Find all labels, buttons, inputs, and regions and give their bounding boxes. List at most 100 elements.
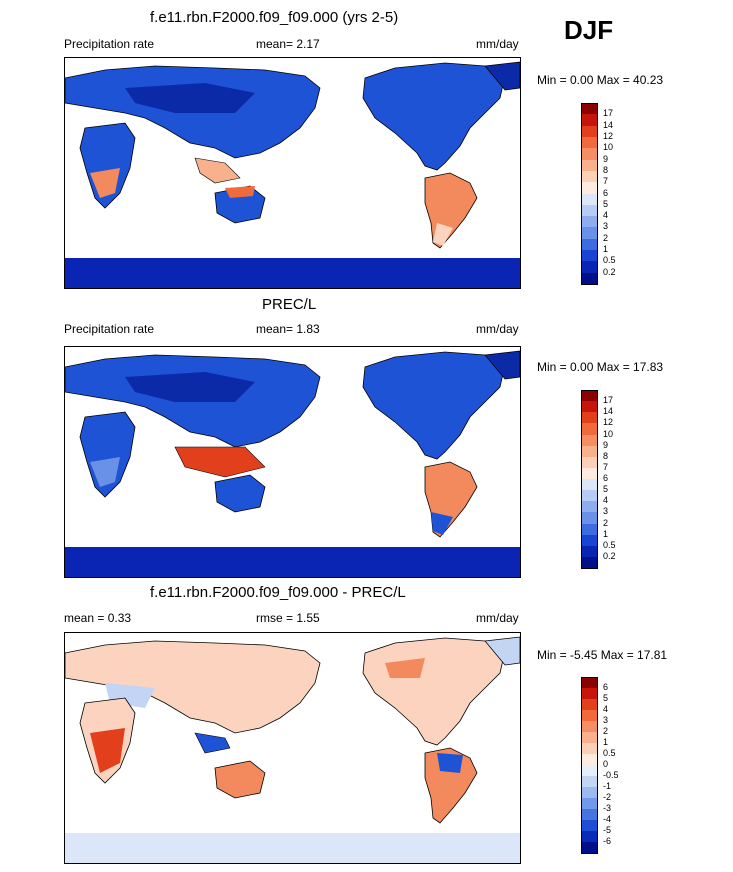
colorbar-swatch bbox=[581, 776, 598, 788]
colorbar-tick-label: 1 bbox=[603, 244, 609, 255]
colorbar-swatch bbox=[581, 721, 598, 733]
colorbar-swatch bbox=[581, 445, 598, 458]
map-region-north-america bbox=[362, 351, 506, 460]
colorbar-swatch bbox=[581, 182, 598, 194]
panel-1-left-label: Precipitation rate bbox=[64, 37, 155, 51]
colorbar-tick-label: 12 bbox=[603, 417, 614, 428]
colorbar-tick-label: 8 bbox=[603, 450, 609, 461]
panel-1-units: mm/day bbox=[476, 37, 519, 51]
colorbar-swatch bbox=[581, 820, 598, 832]
colorbar-swatch bbox=[581, 125, 598, 138]
colorbar-swatch bbox=[581, 798, 598, 810]
colorbar-tick-label: 9 bbox=[603, 439, 609, 450]
colorbar-tick-label: 8 bbox=[603, 164, 609, 175]
map-region-north-america bbox=[362, 62, 506, 171]
colorbar-swatch bbox=[581, 136, 598, 149]
colorbar-swatch bbox=[581, 710, 598, 722]
map-region-africa bbox=[79, 411, 136, 498]
colorbar-swatch bbox=[581, 114, 598, 127]
panel-2-title: PREC/L bbox=[262, 296, 317, 313]
panel-1-title: f.e11.rbn.F2000.f09_f09.000 (yrs 2-5) bbox=[150, 9, 399, 26]
colorbar-swatch bbox=[581, 170, 598, 183]
colorbar-swatch bbox=[581, 699, 598, 711]
panel-2-map bbox=[64, 346, 521, 578]
colorbar-swatch bbox=[581, 467, 598, 480]
colorbar-swatch bbox=[581, 261, 598, 274]
colorbar-tick-label: 2 bbox=[603, 726, 609, 736]
map-region-north-america bbox=[362, 637, 506, 746]
colorbar-swatch bbox=[581, 765, 598, 777]
colorbar-swatch bbox=[581, 103, 598, 115]
colorbar-swatch bbox=[581, 148, 598, 161]
colorbar-tick-label: 0.5 bbox=[603, 748, 616, 758]
colorbar-swatch bbox=[581, 490, 598, 502]
colorbar-swatch bbox=[581, 809, 598, 821]
colorbar-tick-label: -6 bbox=[603, 836, 612, 846]
map-region-greenland bbox=[484, 61, 520, 91]
colorbar-tick-label: -5 bbox=[603, 825, 612, 835]
colorbar-tick-label: 9 bbox=[603, 153, 609, 164]
colorbar-swatch bbox=[581, 512, 598, 524]
panel-2-left-label: Precipitation rate bbox=[64, 322, 155, 336]
colorbar-tick-label: 4 bbox=[603, 210, 609, 221]
colorbar-swatch bbox=[581, 688, 598, 700]
map-region-south-america bbox=[424, 172, 478, 249]
map-region-antarctica bbox=[65, 547, 520, 577]
panel-3-rmse: rmse = 1.55 bbox=[256, 611, 320, 625]
map-region-australia bbox=[214, 760, 266, 799]
colorbar-tick-label: -4 bbox=[603, 814, 612, 824]
colorbar-tick-label: 0.5 bbox=[603, 255, 616, 266]
colorbar-tick-label: 6 bbox=[603, 187, 609, 198]
colorbar-swatch bbox=[581, 456, 598, 469]
colorbar-tick-label: -3 bbox=[603, 803, 612, 813]
colorbar-tick-label: -1 bbox=[603, 781, 612, 791]
colorbar-swatch bbox=[581, 831, 598, 843]
colorbar-swatch bbox=[581, 423, 598, 435]
panel-1-mean: mean= 2.17 bbox=[256, 37, 320, 51]
colorbar-swatch bbox=[581, 501, 598, 513]
map-region-antarctica bbox=[65, 258, 520, 288]
colorbar-tick-label: 3 bbox=[603, 221, 609, 232]
colorbar-swatch bbox=[581, 534, 598, 547]
colorbar-tick-label: 14 bbox=[603, 119, 614, 130]
colorbar-tick-label: 6 bbox=[603, 682, 609, 692]
colorbar-tick-label: 2 bbox=[603, 232, 609, 243]
colorbar-tick-label: 6 bbox=[603, 473, 609, 483]
colorbar-swatch bbox=[581, 743, 598, 755]
season-label: DJF bbox=[564, 15, 614, 45]
colorbar-swatch bbox=[581, 412, 598, 424]
colorbar-swatch bbox=[581, 842, 598, 854]
colorbar-tick-label: 0.2 bbox=[603, 550, 616, 561]
panel-3-units: mm/day bbox=[476, 611, 519, 625]
panel-2-mean: mean= 1.83 bbox=[256, 322, 320, 336]
colorbar-swatch bbox=[581, 479, 598, 491]
colorbar-swatch bbox=[581, 204, 598, 217]
colorbar-swatch bbox=[581, 754, 598, 766]
colorbar-tick-label: -2 bbox=[603, 792, 612, 802]
map-region-antarctica bbox=[65, 833, 520, 863]
map-region-australia bbox=[214, 474, 266, 513]
colorbar-tick-label: 5 bbox=[603, 198, 609, 209]
colorbar-tick-label: 0.5 bbox=[603, 539, 616, 550]
colorbar-tick-label: -0.5 bbox=[603, 770, 619, 780]
colorbar-tick-label: 10 bbox=[603, 142, 614, 153]
colorbar-swatch bbox=[581, 545, 598, 558]
colorbar-tick-label: 7 bbox=[603, 461, 609, 472]
colorbar-swatch bbox=[581, 159, 598, 172]
colorbar-swatch bbox=[581, 556, 598, 569]
colorbar-tick-label: 0 bbox=[603, 759, 609, 769]
colorbar-swatch bbox=[581, 227, 598, 240]
colorbar-tick-label: 10 bbox=[603, 428, 614, 439]
panel-2-units: mm/day bbox=[476, 322, 519, 336]
panel-3-minmax: Min = -5.45 Max = 17.81 bbox=[537, 648, 668, 662]
colorbar-swatch bbox=[581, 401, 598, 413]
panel-1-colorbar bbox=[581, 103, 598, 285]
panel-2-colorbar bbox=[581, 390, 598, 569]
panel-3-title: f.e11.rbn.F2000.f09_f09.000 - PREC/L bbox=[150, 584, 406, 601]
panel-3-colorbar bbox=[581, 677, 598, 854]
colorbar-swatch bbox=[581, 523, 598, 536]
colorbar-swatch bbox=[581, 677, 598, 689]
colorbar-tick-label: 17 bbox=[603, 108, 614, 119]
colorbar-tick-label: 5 bbox=[603, 484, 609, 495]
colorbar-swatch bbox=[581, 390, 598, 402]
